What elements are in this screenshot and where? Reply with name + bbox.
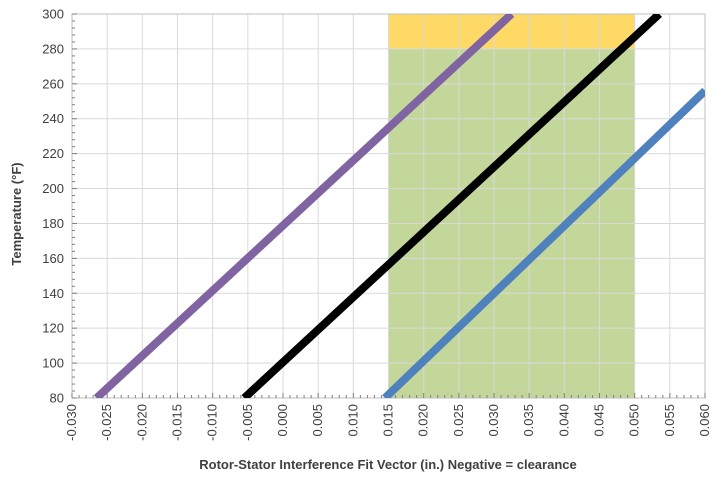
region-1 xyxy=(388,14,635,49)
series-layer xyxy=(93,14,705,398)
y-tick-label: 300 xyxy=(42,7,64,22)
y-tick-label: 120 xyxy=(42,321,64,336)
x-tick-label: 0.055 xyxy=(662,404,677,437)
x-tick-label: 0.050 xyxy=(627,404,642,437)
x-tick-label: 0.060 xyxy=(697,404,712,437)
x-tick-label: 0.015 xyxy=(381,404,396,437)
x-tick-label: 0.025 xyxy=(451,404,466,437)
x-tick-label: -0.005 xyxy=(240,404,255,441)
y-tick-label: 160 xyxy=(42,251,64,266)
x-tick-label: -0.010 xyxy=(205,404,220,441)
x-tick-label: 0.010 xyxy=(345,404,360,437)
series-line-0 xyxy=(93,14,515,398)
x-tick-label: -0.030 xyxy=(64,404,79,441)
y-tick-label: 100 xyxy=(42,356,64,371)
y-tick-label: 80 xyxy=(50,391,64,406)
x-tick-label: -0.015 xyxy=(170,404,185,441)
labels-layer: -0.030 -0.025 -0.020 -0.015 -0.010 -0.005 0.00… xyxy=(42,7,712,441)
x-axis-title: Rotor-Stator Interference Fit Vector (in… xyxy=(199,457,576,472)
y-tick-label: 220 xyxy=(42,146,64,161)
x-tick-label: 0.005 xyxy=(310,404,325,437)
x-tick-label: 0.000 xyxy=(275,404,290,437)
x-tick-label: 0.040 xyxy=(556,404,571,437)
y-tick-label: 260 xyxy=(42,76,64,91)
y-tick-label: 280 xyxy=(42,41,64,56)
x-tick-label: 0.045 xyxy=(592,404,607,437)
y-tick-label: 240 xyxy=(42,111,64,126)
x-tick-label: 0.020 xyxy=(416,404,431,437)
series-line-2 xyxy=(382,87,705,398)
y-tick-label: 140 xyxy=(42,286,64,301)
x-tick-label: -0.020 xyxy=(134,404,149,441)
y-tick-label: 200 xyxy=(42,181,64,196)
x-tick-label: 0.030 xyxy=(486,404,501,437)
x-tick-label: -0.025 xyxy=(99,404,114,441)
y-tick-label: 180 xyxy=(42,216,64,231)
y-axis-title: Temperature (°F) xyxy=(9,162,24,265)
series-line-1 xyxy=(241,14,663,398)
x-tick-label: 0.035 xyxy=(521,404,536,437)
